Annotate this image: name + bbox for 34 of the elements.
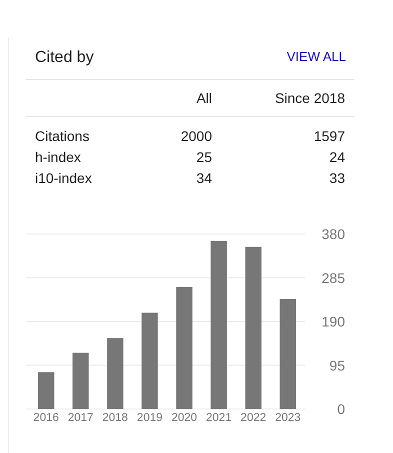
- x-tick-label: 2020: [171, 412, 198, 424]
- text: Since 2018: [274, 90, 346, 106]
- y-tick-label: 95: [329, 357, 346, 374]
- text: Cited by: [35, 49, 94, 66]
- y-tick-label: 285: [322, 270, 346, 286]
- data-label: 34: [196, 170, 212, 186]
- text: VIEW ALL: [286, 49, 346, 64]
- bar: [176, 286, 192, 409]
- data-label: 25: [196, 149, 212, 165]
- x-tick-label: 2023: [275, 412, 301, 424]
- category-label: i10-index: [35, 170, 92, 186]
- x-tick-label: 2019: [136, 412, 163, 424]
- bar: [38, 372, 54, 409]
- x-tick-label: 2016: [33, 412, 59, 424]
- category-label: h-index: [35, 149, 81, 165]
- data-label: 2000: [180, 128, 212, 144]
- text: All: [196, 90, 212, 106]
- y-tick-label: 380: [322, 226, 346, 242]
- bar: [245, 246, 262, 409]
- bar: [107, 338, 124, 409]
- x-tick-label: 2021: [206, 412, 232, 424]
- x-tick-label: 2017: [68, 412, 94, 424]
- data-label: 24: [329, 149, 346, 165]
- category-label: Citations: [35, 128, 90, 144]
- x-tick-label: 2022: [240, 412, 266, 424]
- bar: [210, 240, 227, 409]
- bar: [280, 298, 296, 409]
- data-label: 1597: [314, 128, 346, 144]
- data-label: 33: [329, 170, 346, 186]
- bar: [142, 312, 158, 409]
- y-tick-label: 190: [322, 314, 346, 330]
- bar: [72, 352, 89, 409]
- x-tick-label: 2018: [102, 412, 128, 424]
- y-tick-label: 0: [337, 401, 346, 417]
